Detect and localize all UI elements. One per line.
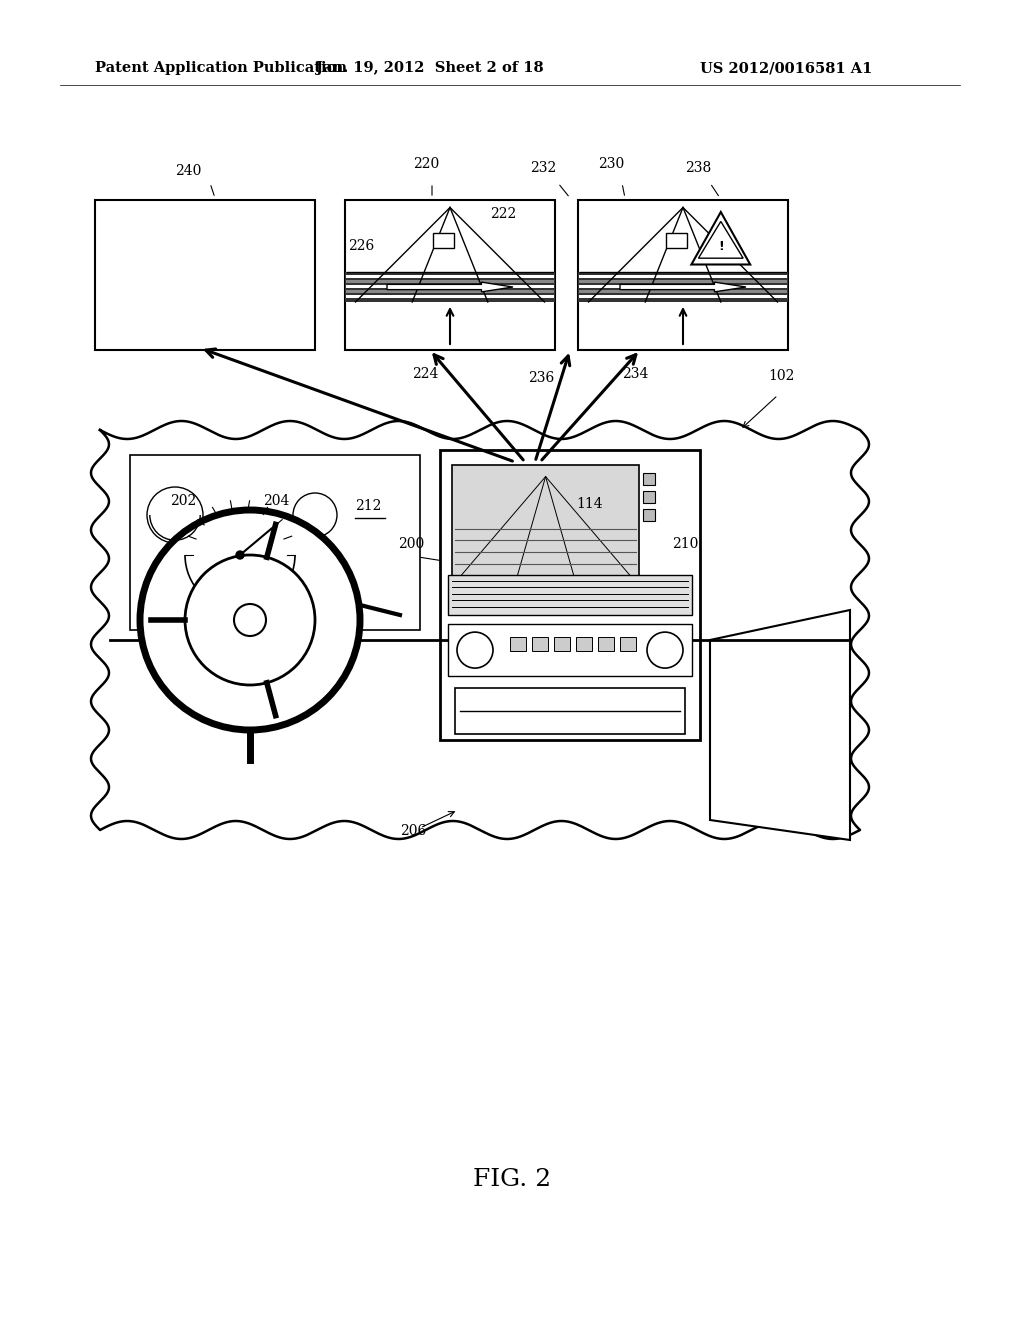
- Circle shape: [647, 632, 683, 668]
- Bar: [579, 280, 787, 282]
- Bar: [452, 465, 639, 581]
- Text: 240: 240: [175, 164, 202, 178]
- Text: 224: 224: [412, 367, 438, 381]
- Text: 226: 226: [348, 239, 374, 253]
- Bar: [346, 285, 554, 288]
- Text: 230: 230: [598, 157, 625, 172]
- Bar: [346, 296, 554, 298]
- Bar: [579, 290, 787, 293]
- Text: Jan. 19, 2012  Sheet 2 of 18: Jan. 19, 2012 Sheet 2 of 18: [316, 61, 544, 75]
- Bar: [433, 234, 455, 248]
- Bar: [449, 624, 692, 676]
- Bar: [579, 275, 787, 279]
- Text: 220: 220: [413, 157, 439, 172]
- Polygon shape: [620, 282, 746, 292]
- Text: 204: 204: [263, 494, 290, 508]
- Bar: [578, 272, 788, 302]
- Circle shape: [140, 510, 360, 730]
- Bar: [345, 272, 555, 302]
- Text: 114: 114: [575, 498, 603, 511]
- Text: 212: 212: [355, 499, 381, 513]
- Bar: [346, 280, 554, 282]
- Bar: [620, 638, 636, 651]
- Text: 210: 210: [672, 537, 698, 550]
- Text: 234: 234: [622, 367, 648, 381]
- Circle shape: [147, 487, 203, 543]
- Circle shape: [457, 632, 493, 668]
- Bar: [643, 491, 655, 503]
- Bar: [575, 638, 592, 651]
- Polygon shape: [91, 421, 869, 840]
- Circle shape: [234, 605, 266, 636]
- Text: 222: 222: [490, 207, 516, 220]
- Bar: [346, 275, 554, 279]
- Text: US 2012/0016581 A1: US 2012/0016581 A1: [700, 61, 872, 75]
- Polygon shape: [698, 222, 743, 259]
- Polygon shape: [710, 610, 850, 840]
- Text: 202: 202: [170, 494, 197, 508]
- Bar: [440, 450, 700, 741]
- Bar: [579, 285, 787, 288]
- Bar: [345, 201, 555, 350]
- Bar: [346, 290, 554, 293]
- Bar: [578, 201, 788, 350]
- Text: FIG. 2: FIG. 2: [473, 1168, 551, 1192]
- Bar: [643, 510, 655, 521]
- Bar: [95, 201, 315, 350]
- Text: 236: 236: [528, 371, 554, 385]
- Text: Patent Application Publication: Patent Application Publication: [95, 61, 347, 75]
- Circle shape: [185, 554, 315, 685]
- Circle shape: [293, 492, 337, 537]
- Bar: [532, 638, 548, 651]
- Bar: [554, 638, 570, 651]
- Text: 200: 200: [398, 537, 424, 550]
- Bar: [455, 688, 685, 734]
- Circle shape: [236, 550, 244, 558]
- Bar: [579, 296, 787, 298]
- Text: 102: 102: [768, 370, 795, 383]
- Polygon shape: [387, 282, 513, 292]
- Bar: [667, 234, 687, 248]
- Polygon shape: [691, 213, 751, 264]
- Bar: [130, 455, 420, 630]
- Bar: [510, 638, 526, 651]
- Text: 238: 238: [685, 161, 712, 176]
- Text: 206: 206: [400, 824, 426, 838]
- Bar: [449, 574, 692, 615]
- Text: !: !: [718, 240, 724, 252]
- Bar: [598, 638, 614, 651]
- Bar: [643, 473, 655, 484]
- Text: 232: 232: [530, 161, 556, 176]
